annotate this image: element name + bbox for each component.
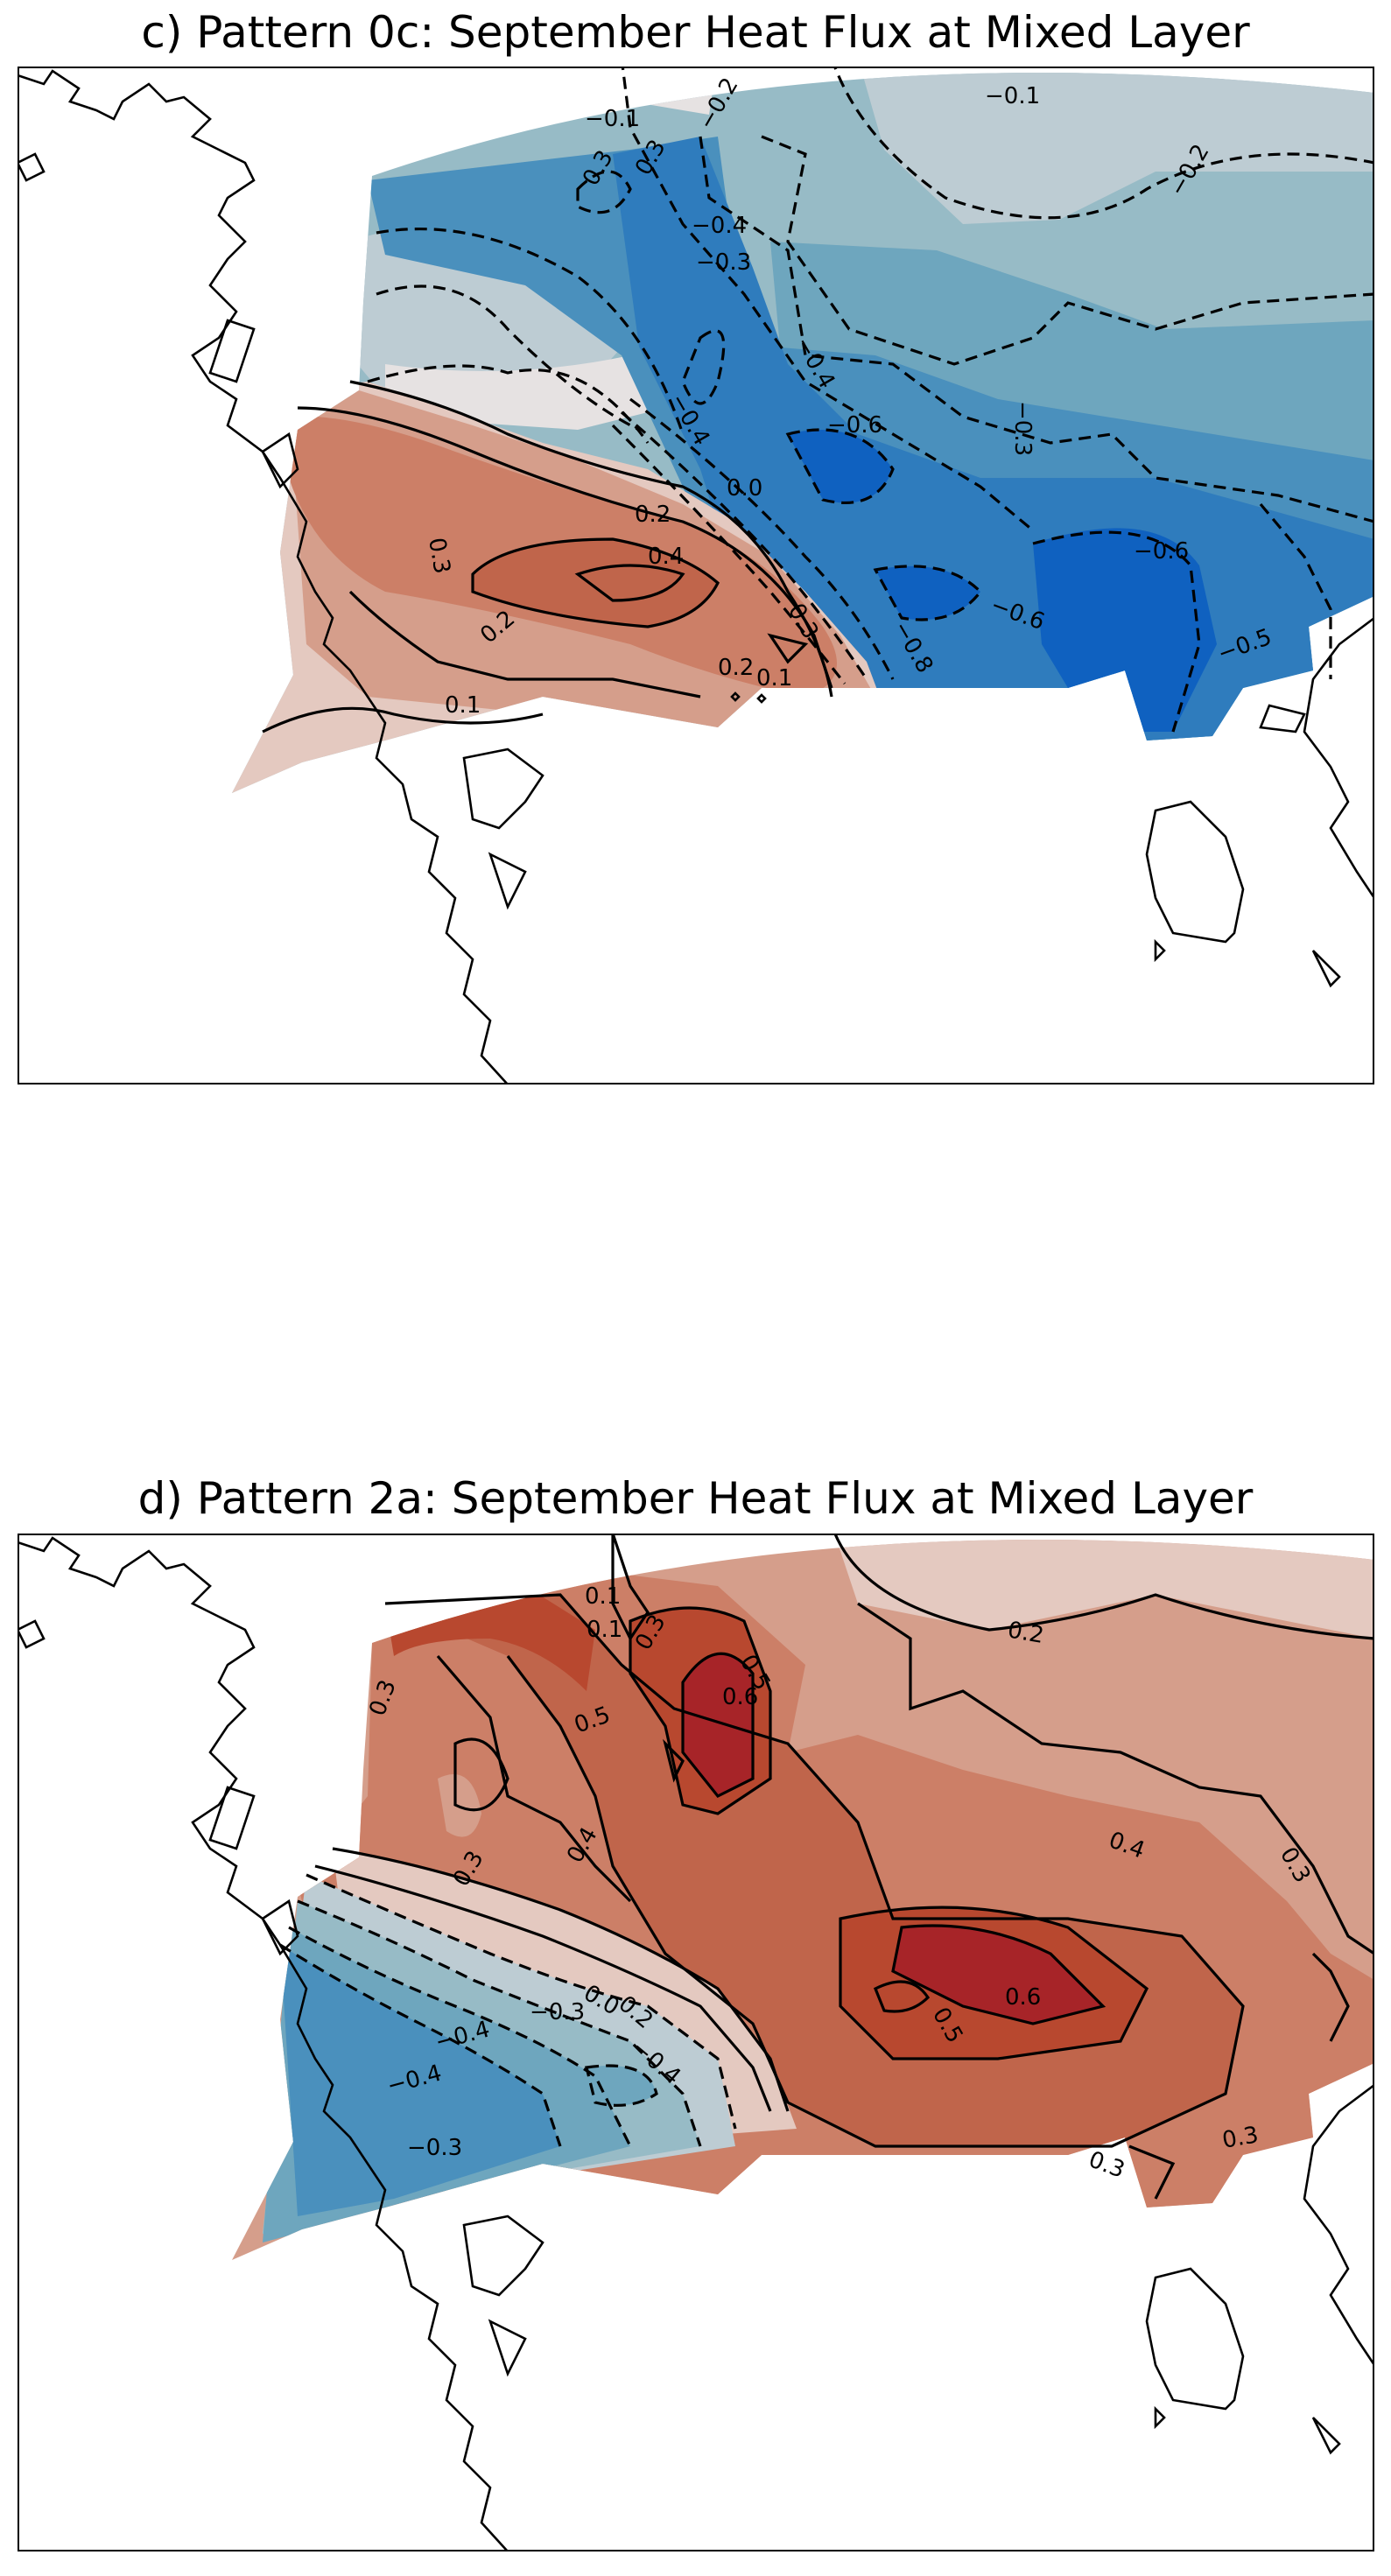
contour-label: 0.6: [722, 1684, 758, 1710]
contour-label: 0.0: [727, 475, 762, 502]
contour-lines-d: [279, 1534, 1374, 2200]
contour-label: −0.1: [985, 83, 1040, 109]
coastline-d: [18, 1536, 1374, 2551]
contour-label: −0.3: [1009, 401, 1036, 456]
contour-label: 0.1: [756, 665, 792, 691]
contour-label: 0.1: [587, 1617, 622, 1643]
panel-c-title: c) Pattern 0c: September Heat Flux at Mi…: [141, 7, 1250, 58]
map-frame-c: [18, 67, 1374, 1084]
contour-label: 0.3: [1220, 2122, 1261, 2154]
coastline-c: [18, 69, 1374, 1084]
contour-lines-c: [262, 67, 1374, 733]
contour-label: 0.2: [635, 502, 671, 528]
contour-label: −0.3: [696, 249, 751, 276]
contour-label: 0.3: [1085, 2146, 1128, 2183]
contour-label: −0.3: [530, 1999, 585, 2025]
contour-label: −0.4: [692, 213, 747, 239]
heat-flux-field-d: [232, 1540, 1374, 2260]
map-c-canvas: −0.1 −0.1 −0.2 −0.2 0.3 0.3 −0.4 −0.3 −0…: [18, 67, 1374, 1084]
contour-label: 0.2: [1006, 1617, 1046, 1649]
contour-label: 0.1: [445, 692, 481, 719]
contour-label: 0.4: [648, 544, 684, 570]
contour-label: 0.1: [585, 1583, 621, 1610]
map-d-canvas: 0.1 0.1 0.3 0.3 0.5 0.5 0.6 0.2 0.4 0.3 …: [18, 1534, 1374, 2551]
panel-d-title: d) Pattern 2a: September Heat Flux at Mi…: [137, 1473, 1254, 1524]
contour-label: 0.2: [718, 655, 754, 681]
map-frame-d: [18, 1534, 1374, 2551]
contour-label: 0.6: [1005, 1984, 1041, 2011]
contour-label: −0.3: [407, 2135, 462, 2161]
map-panel-d: 0.1 0.1 0.3 0.3 0.5 0.5 0.6 0.2 0.4 0.3 …: [18, 1534, 1374, 2551]
contour-label: −0.1: [585, 106, 640, 132]
heat-flux-field-c: [232, 73, 1374, 793]
map-panel-c: −0.1 −0.1 −0.2 −0.2 0.3 0.3 −0.4 −0.3 −0…: [18, 67, 1374, 1084]
contour-label: −0.6: [1134, 538, 1189, 565]
contour-label: 0.3: [423, 536, 455, 576]
contour-label: −0.6: [827, 412, 882, 439]
